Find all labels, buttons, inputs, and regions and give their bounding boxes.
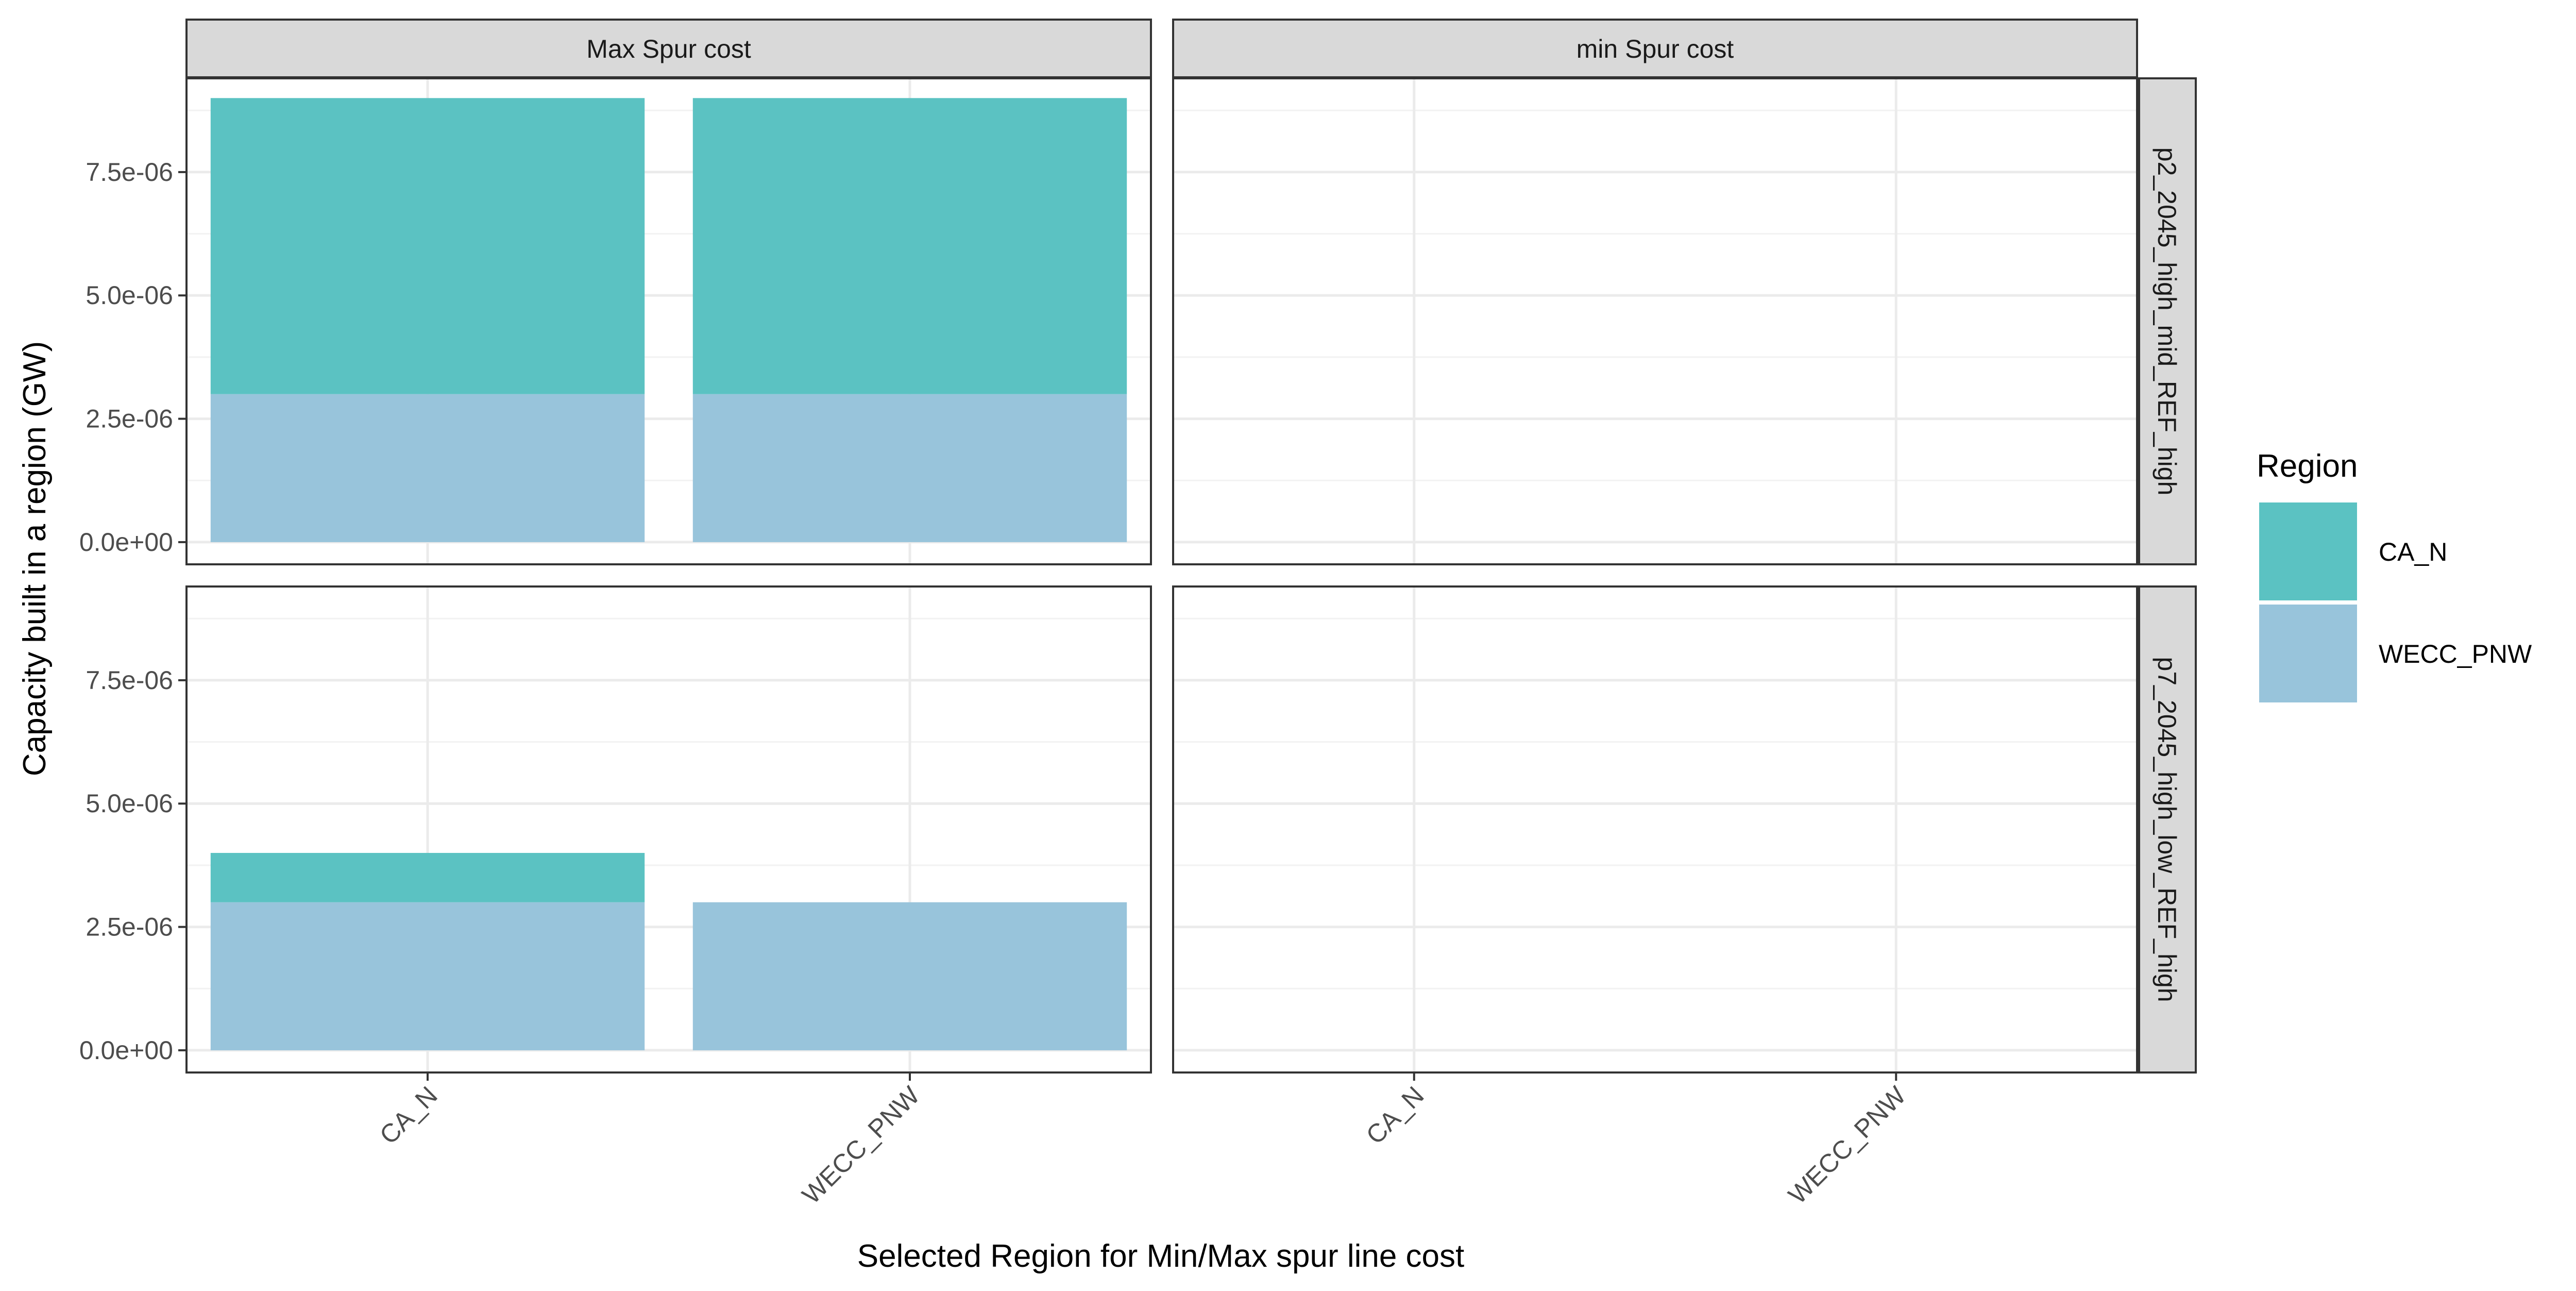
strip-background <box>1172 19 2138 78</box>
x-tick-label: CA_N <box>374 1081 443 1150</box>
y-tick-label: 2.5e-06 <box>86 913 173 942</box>
bar-segment <box>692 394 1127 542</box>
panel-background <box>1173 78 2137 564</box>
panel-r1-c0 <box>185 585 1152 1074</box>
facet-column-strip: Max Spur cost <box>185 19 1152 78</box>
legend-entry: CA_N <box>2259 502 2447 600</box>
legend: Region CA_N WECC_PNW <box>2257 448 2532 702</box>
x-tick-label: CA_N <box>1361 1081 1430 1150</box>
panels-layer <box>185 77 2138 1074</box>
panel-border <box>185 585 1152 1074</box>
y-tick-label: 2.5e-06 <box>86 405 173 433</box>
bar-segment <box>210 394 645 542</box>
x-tick-label: WECC_PNW <box>1783 1081 1911 1210</box>
y-axis-title: Capacity built in a region (GW) <box>17 341 53 776</box>
legend-entry: WECC_PNW <box>2259 605 2532 702</box>
x-axis-title: Selected Region for Min/Max spur line co… <box>857 1238 1465 1274</box>
y-tick-label: 5.0e-06 <box>86 789 173 818</box>
x-tick-label: WECC_PNW <box>796 1081 925 1210</box>
bar-segment <box>210 902 645 1050</box>
panel-border <box>1172 585 2138 1074</box>
strip-label: min Spur cost <box>1577 35 1734 63</box>
y-tick-label: 0.0e+00 <box>79 528 173 557</box>
y-tick-label: 7.5e-06 <box>86 666 173 695</box>
legend-key <box>2259 605 2357 702</box>
strip-background <box>185 19 1152 78</box>
bar-segment <box>692 902 1127 1050</box>
panel-r0-c1 <box>1172 77 2138 565</box>
strip-background <box>2138 585 2197 1074</box>
legend-label: WECC_PNW <box>2379 640 2532 668</box>
legend-key <box>2259 502 2357 600</box>
strip-label: p2_2045_high_mid_REF_high <box>2153 147 2181 496</box>
y-tick-label: 7.5e-06 <box>86 158 173 187</box>
bar-segment <box>692 98 1127 394</box>
bar-segment <box>210 852 645 902</box>
bar-segment <box>210 98 645 394</box>
panel-r0-c0 <box>185 77 1152 565</box>
y-tick-label: 0.0e+00 <box>79 1036 173 1065</box>
y-tick-label: 5.0e-06 <box>86 281 173 310</box>
strip-background <box>2138 77 2197 565</box>
legend-label: CA_N <box>2379 538 2447 566</box>
panel-r1-c1 <box>1172 585 2138 1074</box>
legend-title: Region <box>2257 448 2358 484</box>
facet-column-strip: min Spur cost <box>1172 19 2138 78</box>
strips-layer: Max Spur cost min Spur cost p2_2045_high_m… <box>185 19 2197 1074</box>
strip-label: Max Spur cost <box>586 35 751 63</box>
panel-background <box>1173 586 2137 1072</box>
facet-row-strip: p7_2045_high_low_REF_high <box>2138 585 2197 1074</box>
strip-label: p7_2045_high_low_REF_high <box>2153 657 2181 1002</box>
facet-row-strip: p2_2045_high_mid_REF_high <box>2138 77 2197 565</box>
